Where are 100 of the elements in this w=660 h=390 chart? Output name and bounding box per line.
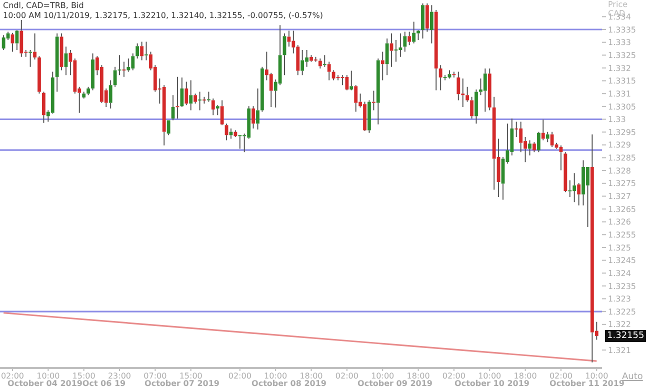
candlestick: [448, 70, 452, 79]
candlestick: [438, 64, 442, 91]
candlestick: [345, 74, 349, 91]
candlestick: [546, 131, 550, 143]
y-tick-label: 1.332: [608, 64, 631, 73]
candlestick: [55, 32, 59, 92]
candlestick: [425, 2, 429, 32]
x-tick-label: 10:00: [371, 372, 394, 381]
candlestick: [216, 104, 220, 116]
x-tick-label: 18:00: [406, 372, 430, 381]
candlestick: [260, 66, 264, 112]
chart-title: Cndl, CAD=TRB, Bid: [3, 1, 84, 10]
candlestick: [322, 54, 326, 68]
x-tick-label: 18:00: [300, 372, 323, 381]
candlestick: [256, 88, 260, 130]
candlestick: [332, 70, 336, 81]
candlestick: [412, 21, 416, 44]
y-tick-label: 1.3225: [608, 307, 636, 316]
candlestick: [474, 89, 478, 124]
y-tick-label: 1.324: [608, 268, 631, 278]
y-tick-label: 1.322: [608, 320, 631, 330]
candlestick: [536, 131, 540, 153]
text: Oct 06 19: [82, 379, 126, 388]
y-tick-label: 1.321: [608, 346, 631, 355]
candlestick: [238, 135, 242, 150]
candlestick: [184, 81, 188, 106]
candlestick: [252, 106, 255, 129]
candlestick: [20, 20, 24, 58]
candlestick: [456, 71, 460, 101]
y-tick-label: 1.3275: [608, 179, 636, 188]
candlestick: [466, 86, 470, 102]
candlestick: [564, 152, 568, 193]
candlestick: [28, 50, 32, 68]
candlestick: [202, 96, 206, 104]
candlestick: [421, 2, 424, 39]
candlestick: [380, 51, 384, 81]
candlestick: [430, 4, 434, 44]
candlestick: [577, 182, 581, 206]
candlestick: [376, 58, 380, 125]
candlestick: [144, 41, 148, 61]
candlestick: [385, 38, 389, 76]
y-tick-label: 1.328: [608, 166, 631, 176]
candlestick: [300, 50, 304, 76]
candlestick: [287, 30, 291, 48]
candlestick: [550, 131, 554, 148]
candlestick: [126, 58, 130, 72]
y-tick-label: 1.329: [608, 140, 631, 150]
candlestick: [568, 180, 572, 198]
x-tick-label: 15:00: [72, 372, 96, 381]
y-tick-label: 1.327: [608, 192, 631, 202]
x-tick-label: 18:00: [514, 372, 537, 381]
candlestick: [108, 80, 112, 109]
candlestick: [354, 84, 358, 112]
y-tick-label: 1.3335: [608, 25, 636, 34]
candlestick: [50, 71, 54, 114]
x-tick-label: 02:00: [228, 372, 252, 381]
candlestick: [211, 98, 215, 116]
y-tick-label: 1.33: [608, 115, 626, 124]
candlestick: [350, 70, 354, 91]
candlestick: [368, 100, 371, 134]
candlestick: [189, 80, 193, 111]
candlestick: [372, 90, 376, 111]
x-tick-label: 10:00: [264, 372, 288, 381]
candlestick: [91, 52, 94, 91]
candlestick: [206, 91, 210, 102]
y-tick-label: 1.3235: [608, 282, 636, 291]
text: October 09 2019: [358, 379, 432, 388]
candlestick: [398, 32, 402, 58]
candlestick: [434, 10, 438, 91]
candlestick: [194, 93, 198, 104]
x-tick-label: 02:00: [0, 372, 24, 381]
candlestick: [269, 72, 273, 108]
y-tick-label: 1.3265: [608, 204, 636, 214]
x-tick-label: 10:00: [478, 372, 502, 381]
candlestick: [541, 119, 545, 141]
candlestick: [140, 41, 144, 61]
text: October 04 2019: [8, 379, 82, 388]
y-tick-label: 1.3245: [608, 256, 636, 266]
candlestick: [234, 130, 238, 138]
x-tick-label: 07:00: [144, 372, 167, 381]
candlestick: [180, 76, 184, 108]
text: 1.32155: [605, 330, 646, 342]
candlestick: [318, 58, 322, 69]
candlestick: [86, 86, 90, 96]
y-tick-label: 1.331: [608, 89, 631, 98]
candlestick: [488, 68, 492, 111]
candlestick: [166, 120, 170, 136]
x-tick-label: 10:00: [36, 372, 60, 381]
candlestick: [2, 34, 6, 51]
text: October 07 2019: [144, 379, 220, 388]
candlestick: [483, 68, 487, 112]
y-tick-label: 1.3325: [608, 50, 636, 60]
x-tick-label: 02:00: [442, 372, 466, 381]
y-tick-label: 1.323: [608, 294, 631, 304]
y-tick-label: 1.3285: [608, 154, 636, 163]
x-tick-label: 15:00: [179, 372, 202, 381]
candlestick: [136, 42, 140, 59]
candlestick: [82, 91, 86, 99]
candlestick: [408, 31, 412, 46]
candlestick: [528, 140, 532, 156]
